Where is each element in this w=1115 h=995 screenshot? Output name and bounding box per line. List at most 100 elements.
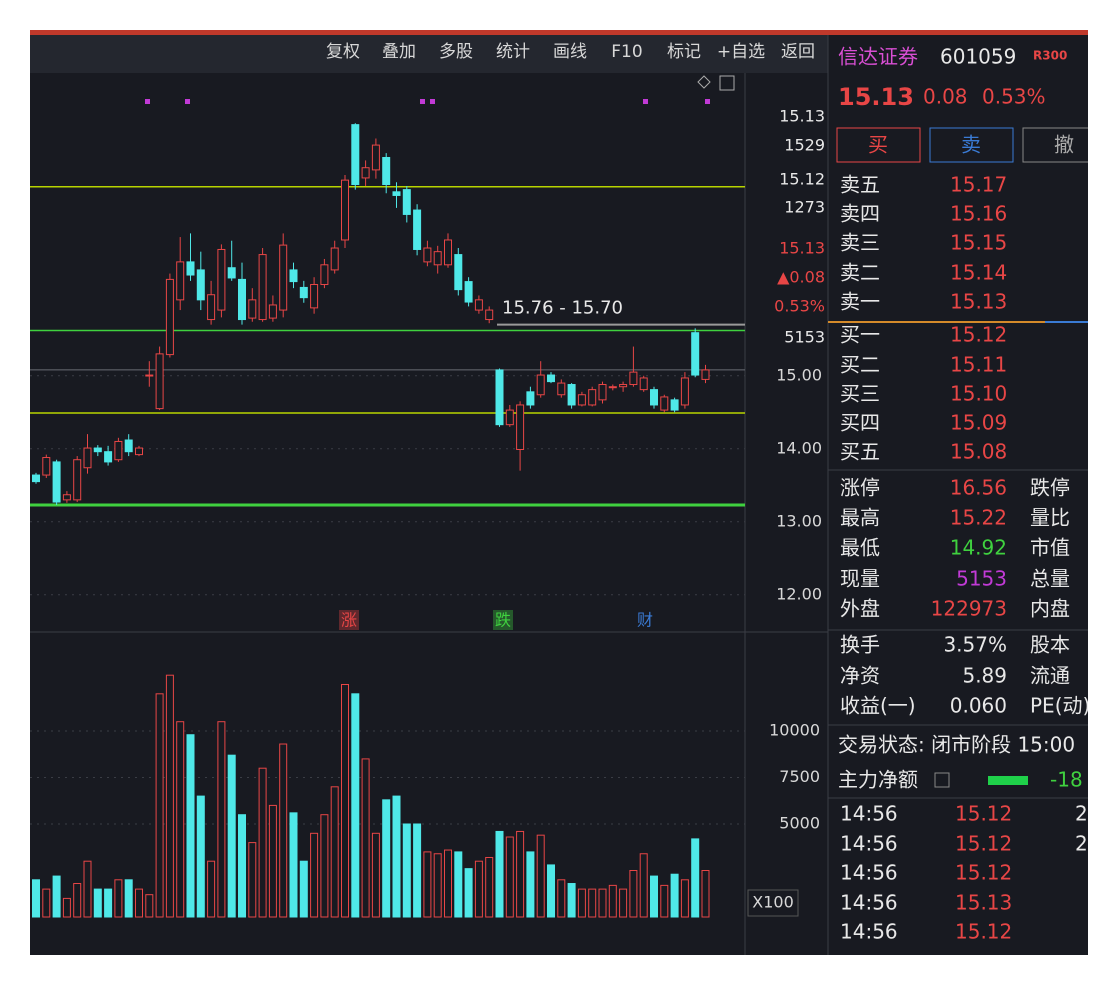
- axis-info-label: 15.12: [779, 170, 825, 189]
- tick-time: 14:56: [840, 861, 898, 885]
- volume-bar: [83, 860, 92, 918]
- toolbar-button[interactable]: 叠加: [382, 42, 416, 62]
- net-flow-bar: [988, 776, 1028, 785]
- volume-bar: [238, 814, 246, 918]
- candle-body: [83, 447, 92, 469]
- event-marker[interactable]: 跌: [495, 611, 511, 630]
- price-change-pct: 0.53%: [982, 85, 1046, 109]
- toolbar-button[interactable]: 多股: [439, 42, 473, 62]
- candle-body: [248, 299, 257, 319]
- volume-bar: [474, 860, 483, 918]
- volume-bar: [650, 875, 658, 918]
- stat-label: 跌停: [1030, 476, 1070, 500]
- candle-body: [135, 447, 143, 456]
- candle-body: [495, 369, 504, 426]
- book-level: 卖三: [840, 231, 880, 255]
- stat-value: 16.56: [950, 476, 1007, 500]
- candle-body: [433, 251, 442, 266]
- event-marker[interactable]: 财: [637, 611, 653, 630]
- buy-button-frame[interactable]: [836, 127, 921, 163]
- signal-dot: [185, 99, 190, 104]
- candle-body: [423, 247, 432, 263]
- candle-body: [639, 377, 648, 391]
- stat-label: PE(动): [1030, 694, 1090, 718]
- y-tick-label: 14.00: [776, 438, 822, 457]
- candle-body: [608, 386, 617, 389]
- event-badge: [493, 610, 513, 630]
- signal-dot: [420, 99, 425, 104]
- stat-value: 122973: [931, 597, 1007, 621]
- volume-bar: [176, 721, 185, 918]
- book-level: 买二: [840, 353, 880, 377]
- stat-label: 外盘: [840, 597, 880, 621]
- toolbar-button[interactable]: F10: [611, 42, 642, 62]
- book-price: 15.17: [950, 173, 1007, 197]
- candle-body: [351, 124, 360, 186]
- stat-label: 最高: [840, 506, 880, 530]
- volume-bar: [258, 767, 267, 918]
- tick-volume: 27: [1075, 802, 1100, 826]
- book-price: 15.12: [950, 323, 1007, 347]
- volume-bar: [42, 888, 51, 918]
- index-badge: R300: [1033, 49, 1067, 63]
- axis-info-label: 15.13: [779, 239, 825, 258]
- candle-body: [207, 294, 216, 321]
- event-marker[interactable]: 涨: [341, 611, 357, 630]
- cancel-button-frame[interactable]: [1022, 127, 1106, 163]
- candle-body: [464, 281, 473, 303]
- candle-body: [680, 377, 689, 406]
- stat-label: 最低: [840, 536, 880, 560]
- trade-button[interactable]: 撤: [1054, 133, 1074, 157]
- info-icon: [934, 772, 950, 788]
- stat-label: 涨停: [840, 476, 880, 500]
- candle-body: [155, 353, 164, 410]
- candle-body: [299, 286, 308, 299]
- volume-bar: [32, 879, 40, 918]
- toolbar-button[interactable]: 复权: [326, 42, 360, 62]
- volume-bar: [454, 851, 463, 918]
- last-price: 15.13: [838, 83, 914, 111]
- volume-bar: [444, 849, 452, 918]
- volume-bar: [351, 693, 360, 918]
- candle-body: [629, 371, 638, 386]
- toolbar-button[interactable]: 标记: [667, 42, 701, 62]
- stat-value: 5.89: [962, 664, 1007, 688]
- price-change: 0.08: [923, 85, 968, 109]
- candle-body: [330, 247, 339, 271]
- candle-body: [196, 269, 205, 301]
- tick-price: 15.12: [955, 861, 1012, 885]
- toolbar-button[interactable]: 画线: [553, 42, 587, 62]
- toolbar-button[interactable]: 返回: [781, 42, 815, 62]
- volume-bar: [680, 879, 689, 918]
- candle-body: [289, 269, 298, 283]
- diamond-icon[interactable]: [697, 75, 711, 89]
- volume-bar: [62, 897, 71, 918]
- volume-bar: [495, 830, 504, 918]
- stat-value: 5153: [956, 567, 1007, 591]
- candle-body: [258, 254, 267, 321]
- volume-bar: [516, 830, 525, 918]
- volume-bar: [485, 856, 494, 918]
- volume-bar: [52, 875, 61, 918]
- volume-bar: [588, 888, 597, 918]
- trade-button[interactable]: 卖: [961, 133, 981, 157]
- toolbar-button[interactable]: 统计: [496, 42, 530, 62]
- chart-area: 15.76 - 15.70 涨 跌 财: [30, 123, 745, 918]
- stock-name: 信达证券: [838, 45, 918, 69]
- volume-bar: [670, 873, 679, 918]
- candle-body: [227, 267, 236, 279]
- candle-body: [485, 309, 494, 321]
- axis-info-label: 1273: [784, 198, 825, 217]
- panel-toggle-icon[interactable]: [719, 75, 735, 91]
- stat-label: 现量: [840, 567, 880, 591]
- toolbar-button[interactable]: +自选: [717, 42, 765, 62]
- main-net-label: 主力净额: [838, 768, 918, 792]
- sell-button-frame[interactable]: [929, 127, 1014, 163]
- stat-label: 市值: [1030, 536, 1070, 560]
- stock-code: 601059: [940, 45, 1016, 69]
- trade-button[interactable]: 买: [868, 133, 888, 157]
- volume-bar: [691, 838, 700, 918]
- toolbar: [30, 35, 828, 73]
- book-price: 15.11: [950, 353, 1007, 377]
- candle-body: [62, 494, 71, 501]
